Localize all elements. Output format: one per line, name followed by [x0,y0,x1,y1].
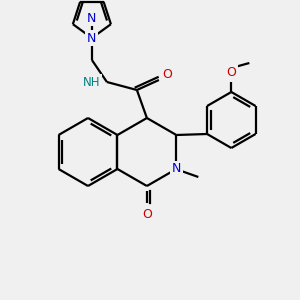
Text: N: N [172,163,181,176]
Text: O: O [142,208,152,220]
Text: O: O [162,68,172,82]
Text: O: O [226,67,236,80]
Text: N: N [87,11,97,25]
Text: NH: NH [82,76,100,88]
Text: N: N [87,32,97,44]
